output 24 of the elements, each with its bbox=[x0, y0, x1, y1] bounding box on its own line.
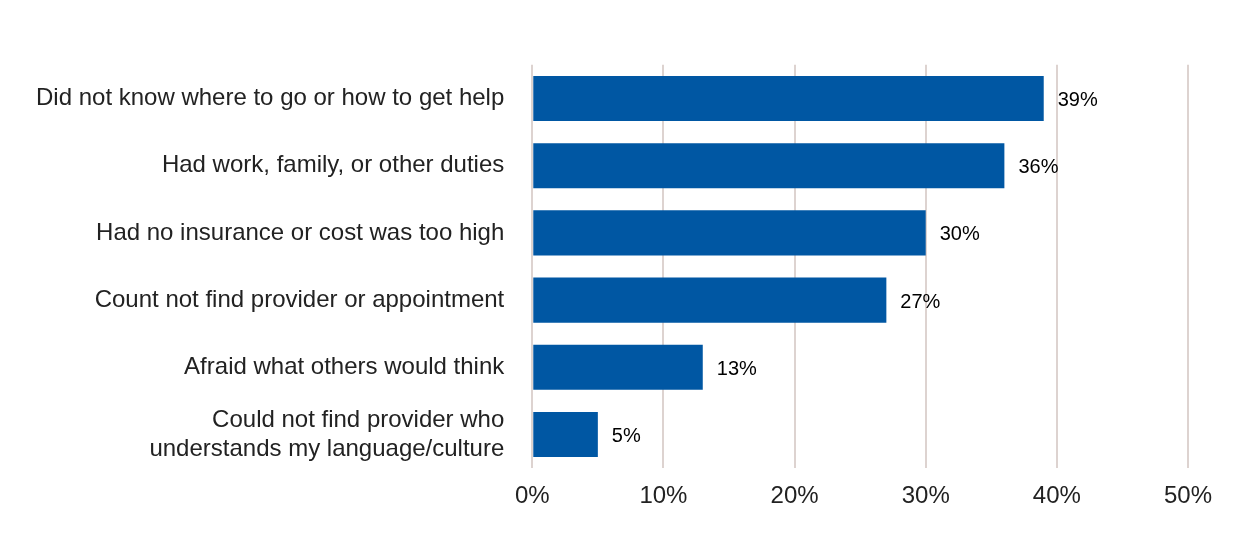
data-label: 13% bbox=[716, 356, 758, 379]
x-tick-label: 20% bbox=[770, 481, 819, 509]
x-tick-label: 30% bbox=[901, 481, 950, 509]
y-tick-label: Could not find provider who understands my language/culture bbox=[149, 404, 505, 461]
data-label: 30% bbox=[939, 222, 980, 245]
data-label: 5% bbox=[611, 424, 641, 447]
y-tick-label: Did not know where to go or how to get help bbox=[36, 83, 505, 111]
bar bbox=[533, 412, 598, 458]
x-tick-label: 40% bbox=[1032, 481, 1081, 509]
data-label: 36% bbox=[1018, 155, 1059, 178]
y-tick-label: Afraid what others would think bbox=[184, 351, 506, 379]
data-label: 27% bbox=[900, 289, 941, 312]
bar bbox=[533, 344, 703, 390]
y-tick-label: Had work, family, or other duties bbox=[161, 150, 505, 178]
data-label: 39% bbox=[1057, 87, 1098, 110]
y-tick-label: Had no insurance or cost was too high bbox=[96, 217, 505, 245]
bar bbox=[533, 210, 926, 256]
bar bbox=[533, 75, 1044, 121]
x-tick-label: 0% bbox=[514, 481, 550, 509]
x-tick-label: 10% bbox=[639, 481, 688, 509]
bar bbox=[533, 143, 1005, 189]
bar bbox=[533, 277, 887, 323]
x-tick-label: 50% bbox=[1163, 481, 1213, 509]
y-tick-label: Count not find provider or appointment bbox=[94, 284, 505, 312]
